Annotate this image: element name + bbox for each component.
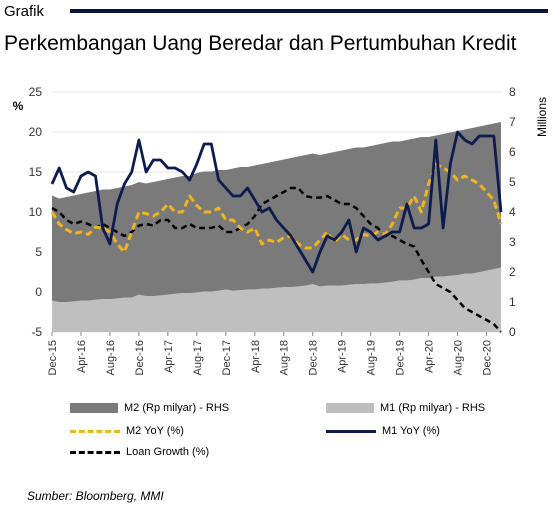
- m2-yoy-line: [50, 162, 503, 254]
- y-left-tick-label: 10: [29, 205, 43, 219]
- x-tick-label: Apr-20: [424, 340, 436, 373]
- x-tick-label: Dec-20: [482, 340, 494, 375]
- x-tick-label: Aug-17: [192, 340, 204, 375]
- x-tick-label: Aug-18: [279, 340, 291, 375]
- m1-yoy-line: [50, 130, 503, 274]
- header-bar: [70, 9, 548, 13]
- x-tick-label: Dec-18: [308, 340, 320, 375]
- y-right-tick-label: 7: [509, 115, 516, 129]
- x-tick-label: Apr-17: [163, 340, 175, 373]
- y-right-tick-label: 8: [509, 85, 516, 99]
- legend-m2-yoy: M2 YoY (%): [70, 425, 184, 437]
- legend-m2: M2 (Rp milyar) - RHS: [70, 402, 229, 414]
- x-tick-label: Apr-16: [76, 340, 88, 373]
- legend-m1-label: M1 (Rp milyar) - RHS: [380, 402, 486, 414]
- source-note: Sumber: Bloomberg, MMI: [27, 489, 164, 503]
- y-left-tick-label: 0: [35, 285, 42, 299]
- area-series: [52, 122, 501, 332]
- legend-m2-swatch: [70, 403, 118, 413]
- m2-area: [52, 122, 501, 332]
- y-right-tick-label: 4: [509, 205, 516, 219]
- x-tick-label: Dec-16: [134, 340, 146, 375]
- axes: -5 0 5 10 15 20 25 0 1 2 3 4 5 6 7 8% Millions Dec-15 Apr-…: [13, 85, 549, 375]
- legend-m2-label: M2 (Rp milyar) - RHS: [124, 402, 230, 414]
- y-right-tick-label: 3: [509, 235, 516, 249]
- y-right-tick-label: 0: [509, 325, 516, 339]
- line-series: [50, 130, 503, 333]
- y-right-tick-label: 1: [509, 295, 516, 309]
- y-right-tick-label: 2: [509, 265, 516, 279]
- x-tick-label: Apr-19: [337, 340, 349, 373]
- y-right-tick-label: 5: [509, 175, 516, 189]
- legend-m1-yoy-swatch: [326, 429, 376, 433]
- y-left-tick-label: 25: [29, 85, 43, 99]
- legend-m1-yoy-label: M1 YoY (%): [382, 425, 440, 437]
- legend-loan-swatch: [70, 450, 120, 454]
- chart-title: Perkembangan Uang Beredar dan Pertumbuha…: [4, 32, 517, 55]
- x-tick-label: Aug-16: [105, 340, 117, 375]
- x-tick-label: Dec-15: [47, 340, 59, 375]
- legend-loan: Loan Growth (%): [70, 446, 209, 458]
- x-tick-label: Aug-19: [366, 340, 378, 375]
- legend-m1-swatch: [326, 403, 374, 413]
- x-tick-label: Aug-20: [453, 340, 465, 375]
- y-right-tick-label: 6: [509, 145, 516, 159]
- y-left-tick-label: -5: [31, 325, 42, 339]
- x-tick-label: Apr-18: [250, 340, 262, 373]
- legend-m1-yoy: M1 YoY (%): [326, 425, 440, 437]
- legend-m2-yoy-swatch: [70, 429, 120, 433]
- legend-m1: M1 (Rp milyar) - RHS: [326, 402, 485, 414]
- loan-growth-line: [51, 186, 502, 333]
- legend-m2-yoy-label: M2 YoY (%): [126, 425, 184, 437]
- x-tick-label: Dec-17: [221, 340, 233, 375]
- x-tick-label: Dec-19: [395, 340, 407, 375]
- y-right-axis-label: Millions: [535, 97, 549, 137]
- y-left-tick-label: 15: [29, 165, 43, 179]
- y-left-tick-label: 20: [29, 125, 43, 139]
- y-left-axis-label: %: [13, 99, 24, 113]
- m1-area: [52, 267, 501, 332]
- y-left-tick-label: 5: [35, 245, 42, 259]
- legend-loan-label: Loan Growth (%): [126, 446, 210, 458]
- section-label: Grafik: [4, 3, 45, 20]
